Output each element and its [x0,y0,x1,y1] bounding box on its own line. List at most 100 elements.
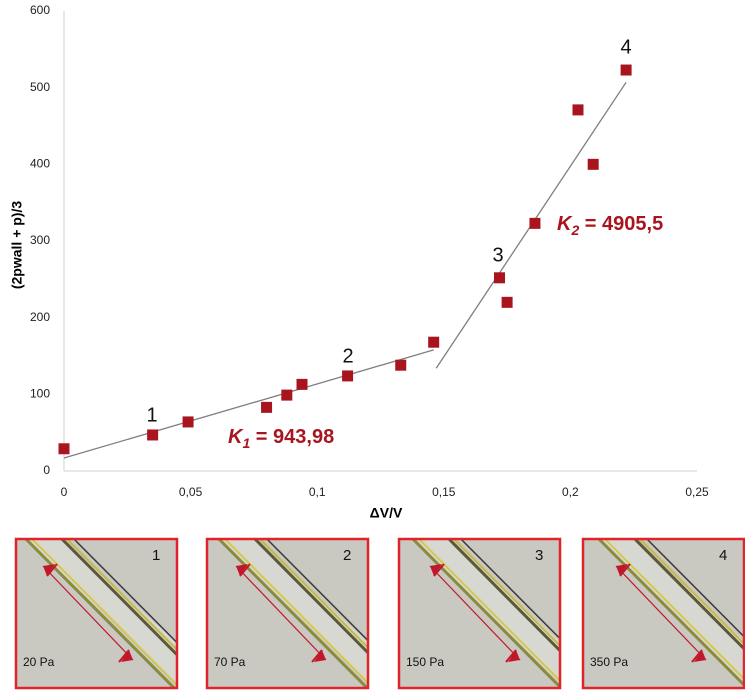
panel-pressure: 150 Pa [406,655,444,669]
channel-wall [215,538,369,689]
data-point [501,296,513,308]
measure-tick [311,649,323,663]
measure-arrow [43,564,55,576]
measure-line [429,565,521,661]
data-point [342,370,354,382]
panel-border [205,537,370,690]
x-tick-label: 0,15 [432,485,456,499]
k-symbol: K [228,426,244,448]
measure-tick [691,649,703,663]
x-tick-label: 0,05 [179,485,203,499]
panel-pressure: 20 Pa [23,655,55,669]
measure-tick [505,649,517,663]
point-label: 3 [492,244,503,266]
x-axis-title: ΔV/V [370,505,403,521]
y-tick-label: 300 [30,233,50,247]
micrograph [15,538,178,689]
channel-wall [58,538,178,658]
channel-wall [251,538,369,656]
data-point [494,272,506,284]
point-label: 4 [620,36,631,58]
panel-pressure: 70 Pa [214,655,246,669]
micrograph [582,538,745,689]
x-tick-label: 0,2 [562,485,579,499]
panel-border [581,537,745,690]
data-point [147,429,159,441]
measure-tick [619,563,631,577]
measure-arrow [508,650,520,662]
y-tick-label: 0 [43,463,50,477]
channel-wall [71,538,178,645]
y-tick-label: 100 [30,387,50,401]
micrograph-background [398,538,561,689]
channel-wall [257,538,369,651]
channel-wall [595,538,745,688]
x-tick-label: 0,1 [309,485,326,499]
channel-wall [264,538,369,643]
k-value: = 4905,5 [579,213,663,235]
data-point [58,443,70,455]
y-tick-label: 200 [30,310,50,324]
point-label: 1 [146,404,157,426]
data-point [296,378,308,390]
fit-line [63,349,434,459]
channel-wall [222,538,369,686]
measure-arrow [616,564,628,576]
k-symbol: K [557,213,573,235]
channel-wall [416,538,561,684]
channel-wall [445,538,561,654]
point-label: 2 [342,345,353,367]
measure-line [42,565,134,661]
micrograph [206,538,369,689]
measure-line [235,565,327,661]
channel-wall [451,538,561,649]
k-label: K1 = 943,98 [228,426,334,450]
y-tick-label: 600 [30,3,50,17]
panel-number: 3 [535,547,543,564]
measure-arrow [121,650,133,662]
channel-wall [22,538,178,689]
y-tick-label: 400 [30,157,50,171]
channel-wall [631,538,745,652]
k-label: K2 = 4905,5 [557,213,663,237]
k-subscript: 1 [242,435,250,451]
data-point [620,64,632,76]
measure-arrow [694,650,706,662]
data-point [428,336,440,348]
measure-tick [433,563,445,577]
panel-border [397,537,562,690]
channel-wall [64,538,178,653]
data-point [572,104,584,116]
data-point [529,217,541,229]
data-point [281,389,293,401]
channel-wall [409,538,561,689]
measure-line [615,565,707,661]
x-tick-label: 0 [61,485,68,499]
measure-tick [239,563,251,577]
measure-arrow [314,650,326,662]
x-tick-label: 0,25 [685,485,709,499]
measure-tick [118,649,130,663]
y-axis-title: (2pwall + p)/3 [9,201,25,290]
y-tick-label: 500 [30,80,50,94]
channel-wall [644,538,745,639]
measure-tick [46,563,58,577]
channel-wall [458,538,561,641]
data-point [587,158,599,170]
panel-border [14,537,179,690]
panel-number: 1 [152,547,160,564]
data-point [182,416,194,428]
panel-number: 4 [719,547,727,564]
data-point [261,401,273,413]
data-point [395,359,407,371]
measure-arrow [430,564,442,576]
channel-wall [29,538,178,688]
micrograph [398,538,561,689]
k-subscript: 2 [570,222,579,238]
k-value: = 943,98 [250,426,334,448]
channel-wall [637,538,745,647]
measure-arrow [236,564,248,576]
panel-number: 2 [343,547,351,564]
panel-pressure: 350 Pa [590,655,628,669]
